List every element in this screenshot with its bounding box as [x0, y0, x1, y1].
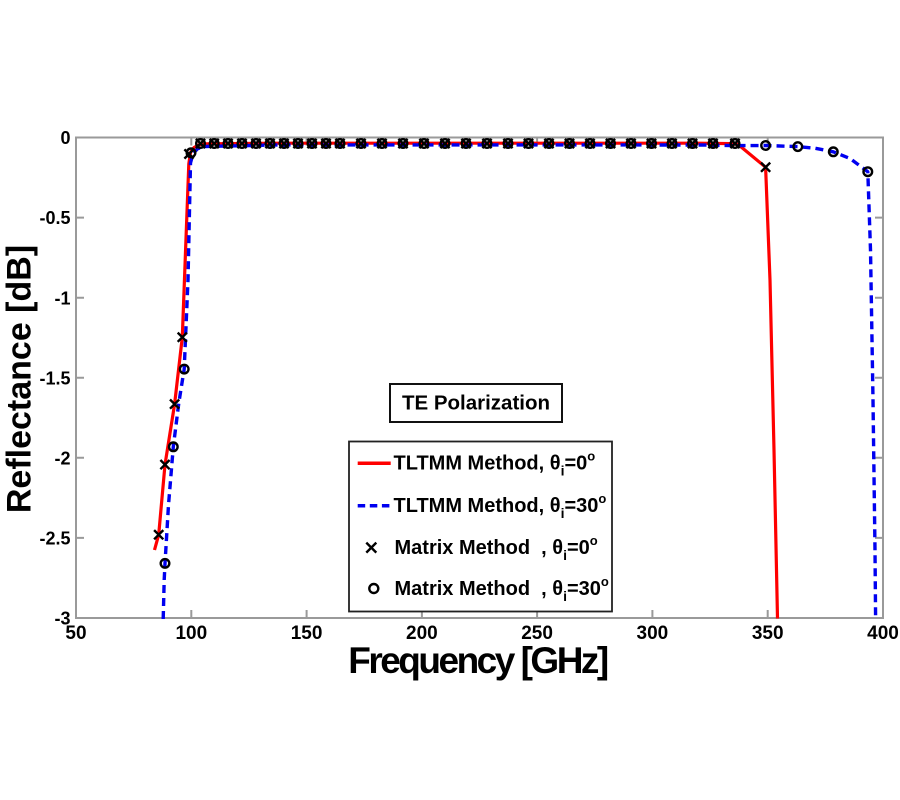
svg-text:-3: -3 — [54, 609, 70, 629]
svg-text:350: 350 — [752, 623, 784, 644]
svg-text:Matrix Method , θi=30o: Matrix Method , θi=30o — [395, 574, 609, 604]
svg-text:250: 250 — [521, 623, 553, 644]
svg-text:-1: -1 — [54, 288, 70, 308]
svg-text:-2: -2 — [54, 448, 70, 468]
svg-text:300: 300 — [637, 623, 669, 644]
svg-text:-2.5: -2.5 — [39, 529, 70, 549]
svg-text:-1.5: -1.5 — [39, 368, 70, 388]
svg-text:TLTMM Method, θi=0o: TLTMM Method, θi=0o — [394, 449, 596, 479]
svg-text:50: 50 — [65, 623, 86, 644]
svg-text:Frequency [GHz]: Frequency [GHz] — [348, 640, 608, 681]
svg-text:150: 150 — [291, 623, 323, 644]
svg-text:400: 400 — [867, 623, 899, 644]
svg-text:TE Polarization: TE Polarization — [402, 392, 550, 415]
svg-text:-0.5: -0.5 — [39, 208, 70, 228]
svg-text:200: 200 — [406, 623, 438, 644]
svg-text:Reflectance [dB]: Reflectance [dB] — [1, 245, 39, 513]
svg-text:TLTMM Method, θi=30o: TLTMM Method, θi=30o — [394, 491, 607, 521]
svg-text:0: 0 — [60, 128, 70, 148]
svg-text:Matrix Method , θi=0o: Matrix Method , θi=0o — [395, 533, 598, 563]
svg-text:100: 100 — [175, 623, 207, 644]
